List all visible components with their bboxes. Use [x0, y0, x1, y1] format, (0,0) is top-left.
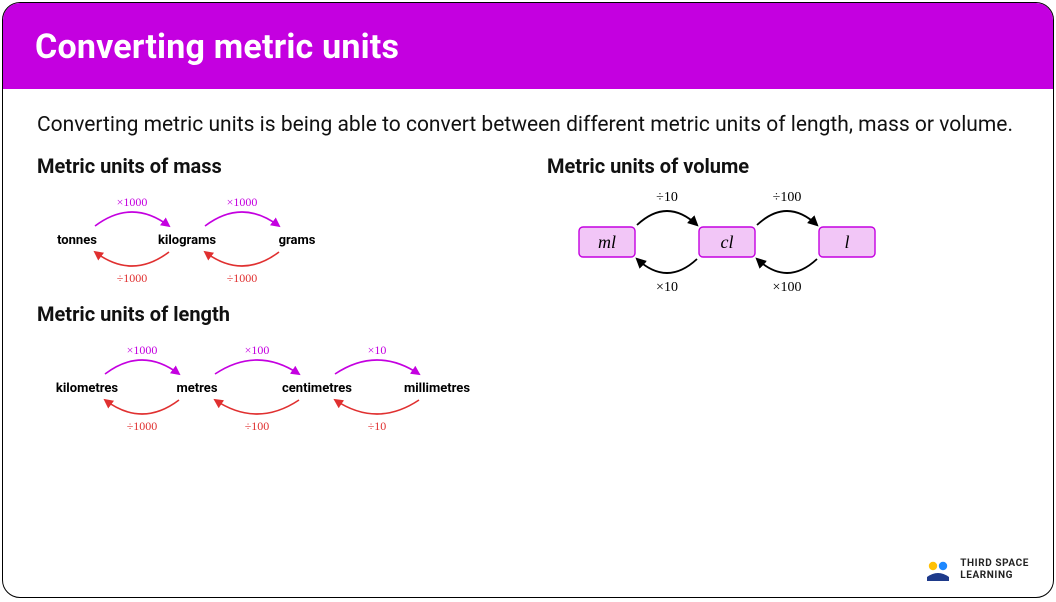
brand-icon [924, 559, 952, 581]
card-body: Converting metric units is being able to… [3, 89, 1053, 440]
page-title: Converting metric units [35, 27, 1021, 67]
brand-line1: THIRD SPACE [960, 558, 1029, 570]
svg-text:÷100: ÷100 [773, 190, 802, 205]
svg-text:kilograms: kilograms [158, 233, 216, 248]
volume-svg: ml cl l ÷10 ×10 ÷100 ×100 [547, 182, 907, 312]
svg-text:×1000: ×1000 [127, 343, 158, 357]
left-column: Metric units of mass tonnes kilograms gram… [37, 148, 507, 440]
svg-text:grams: grams [279, 233, 316, 248]
svg-text:÷1000: ÷1000 [227, 271, 258, 285]
svg-text:cl: cl [721, 232, 734, 252]
brand-logo: THIRD SPACE LEARNING [924, 558, 1029, 581]
svg-text:×1000: ×1000 [117, 195, 148, 209]
volume-diagram: ml cl l ÷10 ×10 ÷100 ×100 [547, 182, 1019, 312]
length-diagram: kilometres metres centimetres millimetres ×1… [37, 330, 507, 440]
brand-text: THIRD SPACE LEARNING [960, 558, 1029, 581]
svg-text:×100: ×100 [773, 280, 802, 295]
card-header: Converting metric units [3, 3, 1053, 89]
svg-text:tonnes: tonnes [57, 233, 97, 248]
svg-text:ml: ml [598, 232, 616, 252]
mass-svg: tonnes kilograms grams ×1000 ÷1000 ×1000 ÷1000 [37, 182, 337, 292]
right-column: Metric units of volume ml cl l ÷10 ×10 ÷100 ×1… [547, 148, 1019, 440]
mass-title: Metric units of mass [37, 154, 507, 178]
svg-text:×1000: ×1000 [227, 195, 258, 209]
brand-line2: LEARNING [960, 570, 1029, 582]
svg-text:÷100: ÷100 [245, 419, 270, 433]
svg-text:÷10: ÷10 [368, 419, 387, 433]
intro-text: Converting metric units is being able to… [37, 109, 1019, 142]
columns: Metric units of mass tonnes kilograms gram… [37, 148, 1019, 440]
length-title: Metric units of length [37, 302, 507, 326]
length-svg: kilometres metres centimetres millimetres ×1… [37, 330, 487, 440]
svg-text:metres: metres [176, 381, 217, 396]
svg-text:centimetres: centimetres [282, 381, 352, 396]
svg-text:l: l [844, 232, 849, 252]
svg-text:÷10: ÷10 [656, 190, 678, 205]
svg-text:millimetres: millimetres [404, 381, 470, 396]
svg-text:×10: ×10 [656, 280, 678, 295]
svg-text:×100: ×100 [245, 343, 270, 357]
svg-text:÷1000: ÷1000 [117, 271, 148, 285]
svg-text:×10: ×10 [368, 343, 387, 357]
info-card: Converting metric units Converting metri… [2, 2, 1054, 598]
volume-title: Metric units of volume [547, 154, 1019, 178]
mass-diagram: tonnes kilograms grams ×1000 ÷1000 ×1000 ÷1000 [37, 182, 507, 292]
svg-text:÷1000: ÷1000 [127, 419, 158, 433]
svg-text:kilometres: kilometres [56, 381, 119, 396]
